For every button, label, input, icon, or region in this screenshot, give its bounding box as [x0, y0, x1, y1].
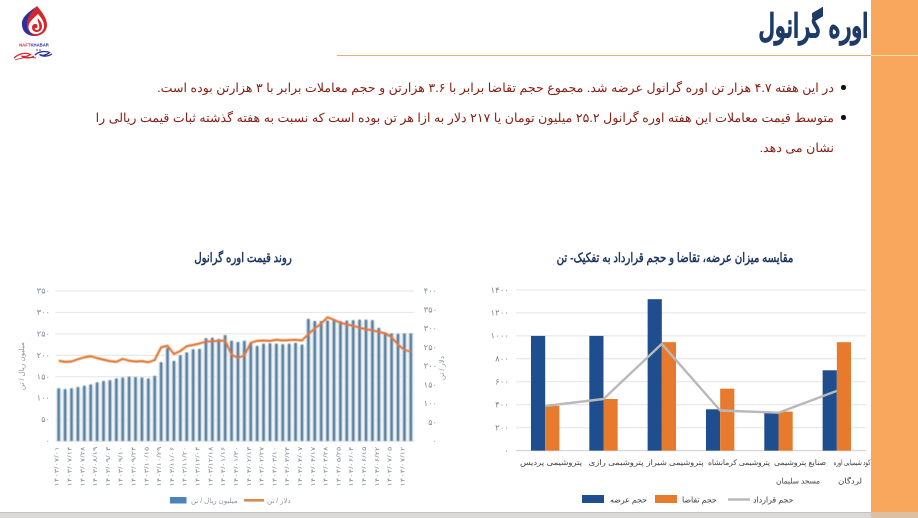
svg-text:۱۴۰۳/۰۸/۱۹: ۱۴۰۳/۰۸/۱۹ — [92, 447, 99, 487]
svg-text:۱۴۰۴/۰۶/۲۲: ۱۴۰۴/۰۶/۲۲ — [374, 447, 381, 487]
svg-text:۱۴۰۴/۰۷/۱۲: ۱۴۰۴/۰۷/۱۲ — [399, 447, 406, 487]
svg-text:۰: ۰ — [433, 437, 437, 446]
svg-text:۱۰۰: ۱۰۰ — [37, 394, 50, 403]
svg-text:۱۴۰۳/۱۱/۲۰: ۱۴۰۳/۱۱/۲۰ — [182, 447, 189, 487]
svg-text:۱۴۰۴/۰۶/۱۵: ۱۴۰۴/۰۶/۱۵ — [361, 447, 368, 487]
svg-text:۴۰۰: ۴۰۰ — [424, 287, 437, 296]
svg-text:۱۴۰۴/۰۴/۰۷: ۱۴۰۴/۰۴/۰۷ — [297, 446, 304, 487]
svg-text:۲۵۰: ۲۵۰ — [424, 343, 437, 352]
svg-text:۱۴۰۳/۰۷/۲۸: ۱۴۰۳/۰۷/۲۸ — [79, 446, 86, 487]
svg-text:حجم قرارداد: حجم قرارداد — [753, 496, 793, 505]
svg-text:۱۴۰۳/۰۷/۰۱: ۱۴۰۳/۰۷/۰۱ — [54, 447, 61, 487]
svg-text:۳۰۰: ۳۰۰ — [424, 324, 437, 333]
svg-text:مسجد سلیمان: مسجد سلیمان — [776, 477, 820, 486]
svg-text:۲۵۰: ۲۵۰ — [37, 330, 50, 339]
svg-text:NAFTKHABAR: NAFTKHABAR — [19, 43, 49, 48]
svg-text:۱۰۰: ۱۰۰ — [424, 399, 437, 408]
svg-text:۵۰: ۵۰ — [41, 415, 50, 424]
svg-text:۵۰: ۵۰ — [428, 418, 437, 427]
svg-text:۱۴۰۳/۱۱/۰۶: ۱۴۰۳/۱۱/۰۶ — [169, 447, 176, 487]
svg-text:پتروشیمی رازی: پتروشیمی رازی — [589, 458, 644, 467]
svg-text:۱۴۰۴/۰۳/۱۰: ۱۴۰۴/۰۳/۱۰ — [271, 447, 278, 487]
svg-text:۲۰۰: ۲۰۰ — [424, 362, 437, 371]
svg-text:میلیون ریال / تن: میلیون ریال / تن — [17, 342, 26, 390]
svg-text:۱۴۰۳/۱۰/۱۵: ۱۴۰۳/۱۰/۱۵ — [143, 447, 150, 487]
svg-text:پتروشیمی کرمانشاه: پتروشیمی کرمانشاه — [708, 458, 770, 467]
svg-text:۱۴۰۴/۰۴/۱۷: ۱۴۰۴/۰۴/۱۷ — [310, 446, 317, 487]
svg-text:پتروشیمی پردیس: پتروشیمی پردیس — [520, 458, 582, 467]
svg-text:۱۴۰۴/۰۲/۱۳: ۱۴۰۴/۰۲/۱۳ — [246, 446, 253, 487]
svg-text:کود شیمیایی اوره: کود شیمیایی اوره — [834, 458, 871, 467]
svg-text:۱۴۰۳/۱۰/۲۹: ۱۴۰۳/۱۰/۲۹ — [156, 447, 163, 487]
svg-text:۱۴۰۴/۰۲/۲۷: ۱۴۰۴/۰۲/۲۷ — [259, 446, 266, 487]
svg-text:حجم تقاضا: حجم تقاضا — [682, 496, 717, 505]
svg-text:دلار / تن: دلار / تن — [267, 497, 291, 505]
svg-text:۱۲۰۰: ۱۲۰۰ — [491, 308, 509, 318]
svg-text:۱۰۰۰: ۱۰۰۰ — [491, 331, 509, 341]
svg-text:۴۰۰: ۴۰۰ — [495, 400, 509, 410]
svg-text:۲۰۰: ۲۰۰ — [37, 351, 50, 360]
svg-text:۱۴۰۴/۰۴/۲۸: ۱۴۰۴/۰۴/۲۸ — [323, 446, 330, 487]
svg-text:۱۴۰۴/۰۱/۱۶: ۱۴۰۴/۰۱/۱۶ — [220, 447, 227, 487]
svg-text:۰: ۰ — [46, 437, 50, 446]
svg-text:۱۴۰۴/۰۷/۰۵: ۱۴۰۴/۰۷/۰۵ — [387, 447, 394, 487]
svg-text:پتروشیمی شیراز: پتروشیمی شیراز — [645, 458, 703, 467]
svg-text:۳۵۰: ۳۵۰ — [424, 305, 437, 314]
svg-text:۱۴۰۰: ۱۴۰۰ — [491, 285, 509, 295]
svg-text:۱۴۰۴/۰۵/۲۵: ۱۴۰۴/۰۵/۲۵ — [335, 447, 342, 487]
svg-text:۱۴۰۴/۰۳/۲۴: ۱۴۰۴/۰۳/۲۴ — [284, 447, 291, 487]
svg-text:لردگان: لردگان — [838, 477, 862, 486]
svg-text:صنایع پتروشیمی: صنایع پتروشیمی — [774, 458, 826, 467]
svg-text:۱۴۰۳/۱۲/۰۴: ۱۴۰۳/۱۲/۰۴ — [195, 447, 202, 487]
svg-text:۸۰۰: ۸۰۰ — [495, 354, 509, 364]
svg-text:۱۴۰۳/۰۹/۲۴: ۱۴۰۳/۰۹/۲۴ — [131, 447, 138, 487]
svg-text:۱۴۰۳/۰۹/۱۰: ۱۴۰۳/۰۹/۱۰ — [118, 447, 125, 487]
svg-text:۱۴۰۴/۰۶/۰۴: ۱۴۰۴/۰۶/۰۴ — [348, 447, 355, 487]
svg-text:۱۵۰: ۱۵۰ — [424, 380, 437, 389]
svg-text:۳۵۰: ۳۵۰ — [37, 287, 50, 296]
svg-text:۱۴۰۴/۰۱/۳۰: ۱۴۰۴/۰۱/۳۰ — [233, 447, 240, 487]
svg-text:۱۴۰۳/۰۹/۰۳: ۱۴۰۳/۰۹/۰۳ — [105, 446, 112, 487]
svg-text:حجم عرضه: حجم عرضه — [610, 496, 647, 505]
svg-text:۱۴۰۳/۱۲/۱۸: ۱۴۰۳/۱۲/۱۸ — [207, 446, 214, 487]
svg-text:۱۵۰: ۱۵۰ — [37, 372, 50, 381]
svg-text:۲۰۰: ۲۰۰ — [495, 423, 509, 433]
svg-text:۰: ۰ — [504, 445, 509, 455]
svg-text:دلار / تن: دلار / تن — [437, 356, 446, 380]
svg-text:۳۰۰: ۳۰۰ — [37, 308, 50, 317]
svg-text:۱۴۰۳/۰۷/۱۴: ۱۴۰۳/۰۷/۱۴ — [67, 447, 74, 487]
svg-text:۶۰۰: ۶۰۰ — [495, 377, 509, 387]
svg-text:میلیون ریال / تن: میلیون ریال / تن — [191, 497, 238, 505]
